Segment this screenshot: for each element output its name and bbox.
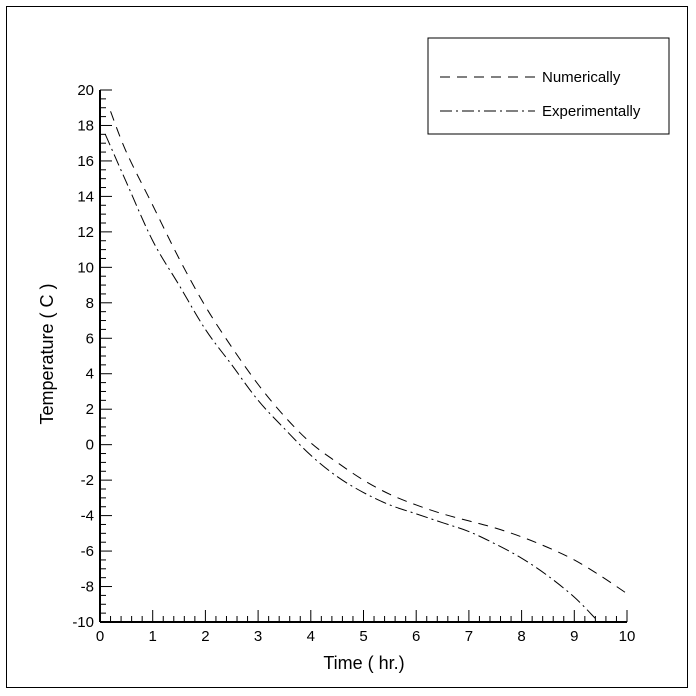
y-tick-label: 10	[77, 259, 94, 276]
y-tick-label: 4	[86, 366, 94, 383]
x-tick-label: 5	[359, 628, 367, 645]
y-tick-label: 12	[77, 224, 94, 241]
x-tick-label: 7	[465, 628, 473, 645]
x-tick-label: 9	[570, 628, 578, 645]
x-tick-label: 8	[517, 628, 525, 645]
legend-label-experimentally: Experimentally	[542, 103, 641, 120]
x-tick-label: 3	[254, 628, 262, 645]
x-tick-label: 2	[201, 628, 209, 645]
y-tick-label: -2	[81, 472, 94, 489]
y-tick-label: 6	[86, 330, 94, 347]
legend-box	[427, 37, 670, 135]
y-tick-label: -6	[81, 543, 94, 560]
x-tick-label: 4	[307, 628, 315, 645]
x-axis-title: Time ( hr.)	[323, 653, 404, 673]
axes	[99, 90, 627, 623]
y-tick-label: 18	[77, 117, 94, 134]
legend: Numerically Experimentally	[427, 37, 670, 135]
y-tick-label: 14	[77, 188, 94, 205]
y-axis-title: Temperature ( C )	[37, 283, 57, 424]
series-layer	[104, 111, 628, 619]
y-tick-label: 20	[77, 82, 94, 99]
y-tick-label: 0	[86, 437, 94, 454]
series-line-numerically	[110, 111, 628, 595]
y-tick-label: 2	[86, 401, 94, 418]
x-tick-label: 6	[412, 628, 420, 645]
y-tick-label: -8	[81, 579, 94, 596]
series-line-experimentally	[104, 134, 596, 619]
legend-label-numerically: Numerically	[542, 69, 621, 86]
y-tick-label: 8	[86, 295, 94, 312]
y-tick-label: -4	[81, 508, 94, 525]
y-tick-label: 16	[77, 153, 94, 170]
x-tick-label: 1	[149, 628, 157, 645]
x-tick-label: 0	[96, 628, 104, 645]
y-tick-label: -10	[72, 614, 94, 631]
x-tick-label: 10	[619, 628, 636, 645]
ticks	[99, 89, 628, 623]
